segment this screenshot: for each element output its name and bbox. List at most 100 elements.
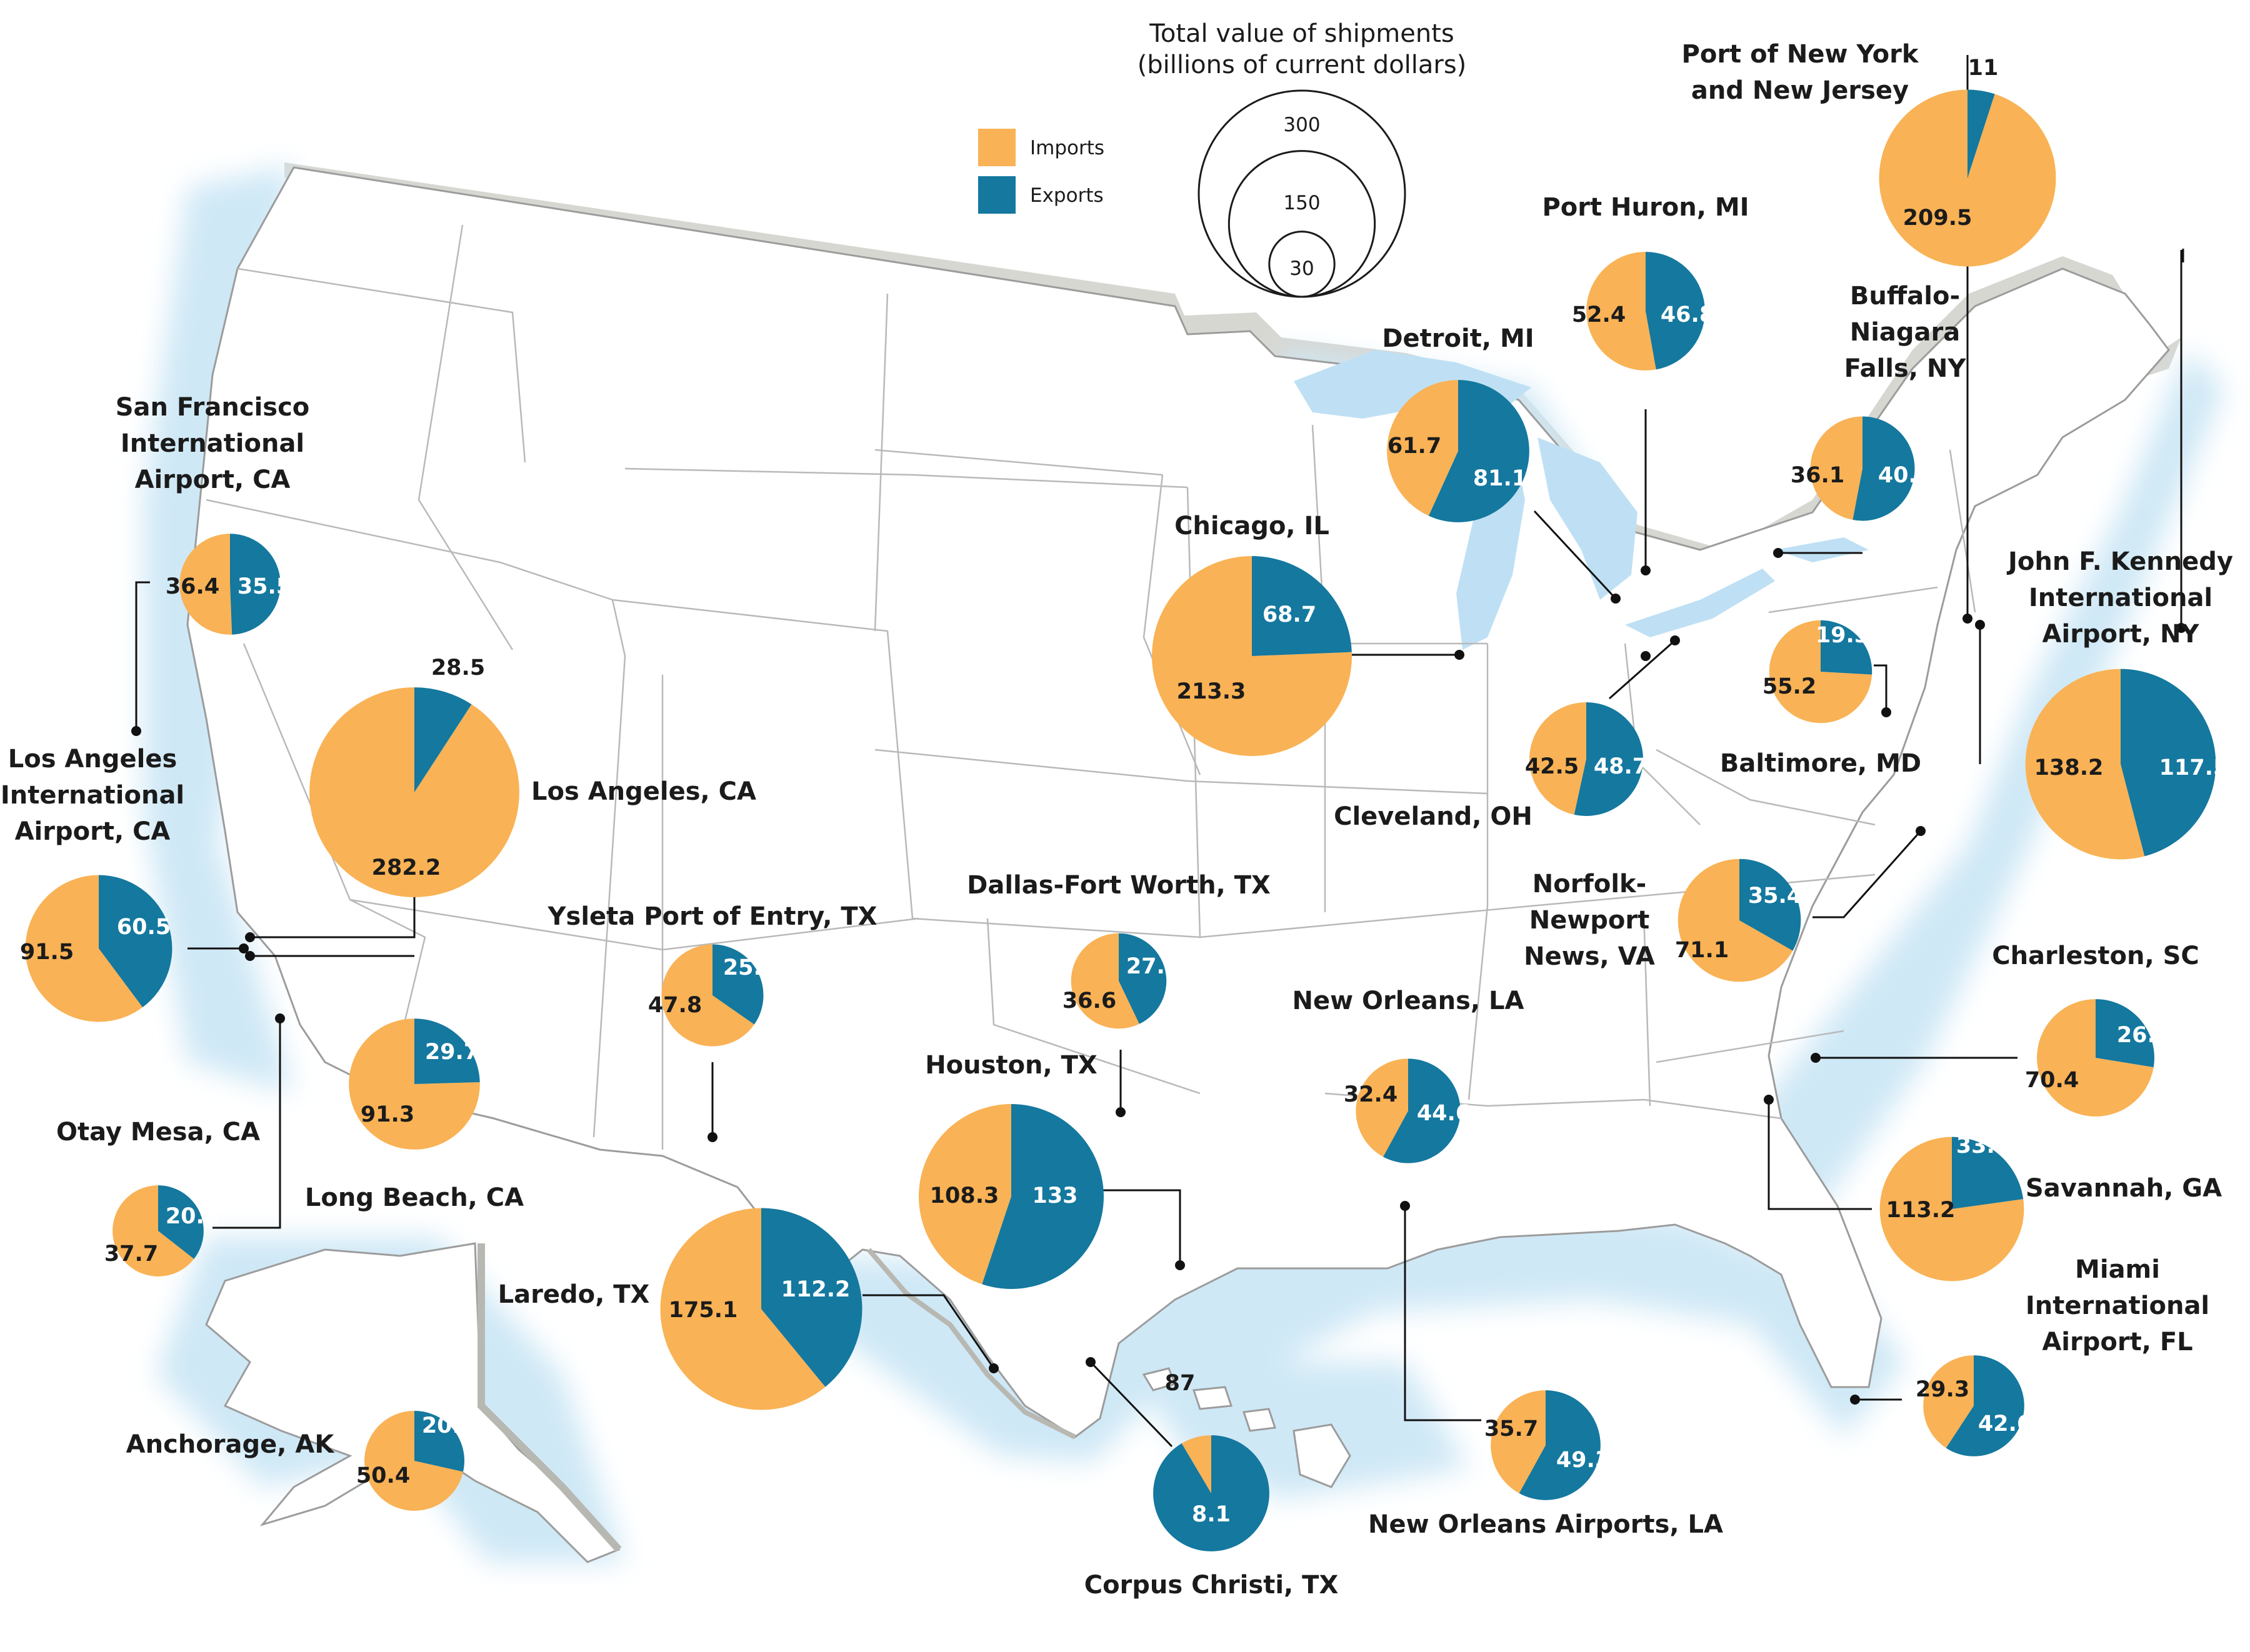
pie-norfolk: 71.1 35.4 Norfolk- Newport News, VA xyxy=(1524,858,1802,982)
pie-slice-exports xyxy=(2121,669,2216,857)
pie-value-exports: 68.7 xyxy=(1262,602,1316,627)
leader-line xyxy=(250,893,416,938)
pie-value-exports: 20.8 xyxy=(166,1204,219,1229)
gateway-label: Los Angeles xyxy=(8,745,178,774)
gateway-label: Corpus Christi, TX xyxy=(1084,1571,1339,1600)
gateway-label: Anchorage, AK xyxy=(126,1430,336,1459)
pie-slice-imports xyxy=(919,1104,1011,1285)
gateway-label: Long Beach, CA xyxy=(305,1183,524,1212)
leader-dot xyxy=(1086,1357,1096,1367)
lake-ontario xyxy=(1775,537,1869,562)
pie-value-exports: 26.8 xyxy=(2117,1023,2171,1048)
pie-miami: 29.3 42.6 Miami International Airport, FL xyxy=(1916,1255,2209,1456)
pie-slice-exports xyxy=(414,1018,480,1084)
gateway-label: Airport, NY xyxy=(2042,620,2200,649)
pie-lax: 91.5 60.5 Los Angeles International Airport,… xyxy=(1,745,184,1022)
leader-dot xyxy=(131,726,141,736)
legend-size-circle-30 xyxy=(1268,231,1336,298)
pie-value-imports: 61.7 xyxy=(1388,434,1441,459)
leader-dot xyxy=(1175,1260,1185,1270)
pie-value-exports: 112.2 xyxy=(781,1277,851,1302)
pie-slice-exports xyxy=(1252,556,1352,656)
pie-value-exports: 25.4 xyxy=(723,955,777,980)
pie-savannah: 113.2 33.4 Savannah, GA xyxy=(1879,1133,2222,1281)
pie-nynj: 209.5 11 Port of New York and New Jersey xyxy=(1682,40,2056,267)
pie-slice-imports xyxy=(661,944,754,1047)
pie-value-imports: 175.1 xyxy=(669,1298,738,1323)
pie-slice-exports xyxy=(414,1411,464,1472)
pie-slice-imports xyxy=(309,687,519,897)
leader-line xyxy=(1874,664,1888,712)
pie-value-imports: 37.7 xyxy=(104,1241,158,1266)
legend-size-label-300: 300 xyxy=(1283,114,1320,136)
pie-chicago: 213.3 68.7 Chicago, IL xyxy=(1152,512,1352,756)
gateway-label: San Francisco xyxy=(116,393,310,422)
pie-slice-imports xyxy=(112,1185,194,1276)
pie-value-exports: 81.1 xyxy=(1473,466,1527,491)
leader-dot xyxy=(1611,594,1621,604)
gateway-label: Port of New York xyxy=(1682,40,1919,69)
pie-value-exports: 28.5 xyxy=(431,655,485,680)
gateway-label: Detroit, MI xyxy=(1382,324,1534,353)
leader-line xyxy=(1404,1206,1481,1421)
pie-noairports: 35.7 49.3 New Orleans Airports, LA xyxy=(1368,1390,1723,1539)
leader-dot xyxy=(1400,1201,1410,1211)
pie-value-imports: 29.3 xyxy=(1916,1377,1969,1402)
pie-value-exports: 44.6 xyxy=(1417,1101,1471,1126)
pie-value-exports: 117.5 xyxy=(2159,755,2229,780)
pie-la: 282.2 28.5 Los Angeles, CA xyxy=(309,655,756,897)
leader-line xyxy=(1533,510,1617,600)
pie-slice-exports xyxy=(158,1185,204,1259)
pie-slice-exports xyxy=(99,875,172,1008)
leader-dot xyxy=(1641,565,1651,575)
pie-slice-imports xyxy=(1181,1435,1211,1493)
gateway-label: International xyxy=(121,429,304,458)
leader-line xyxy=(1768,1100,1872,1210)
leader-lines xyxy=(131,55,2186,1448)
pie-detroit: 61.7 81.1 Detroit, MI xyxy=(1382,324,1534,522)
pie-value-imports: 52.4 xyxy=(1572,302,1626,327)
pie-value-exports: 27.5 xyxy=(1126,954,1180,979)
pie-value-imports: 55.2 xyxy=(1762,674,1816,699)
pie-slice-exports xyxy=(1153,1435,1269,1551)
pie-value-exports: 19.3 xyxy=(1816,623,1869,648)
gateway-label: Ysleta Port of Entry, TX xyxy=(548,902,878,931)
gateway-label: Buffalo- xyxy=(1850,282,1960,311)
legend-imports-label: Imports xyxy=(1030,137,1104,159)
pie-slice-imports xyxy=(25,875,143,1022)
gateway-label: New Orleans Airports, LA xyxy=(1368,1510,1723,1539)
pie-slice-exports xyxy=(2096,999,2154,1068)
lake-huron xyxy=(1538,437,1638,600)
pie-longbeach: 91.3 29.7 Long Beach, CA xyxy=(305,1018,524,1212)
pie-slice-exports xyxy=(230,534,281,635)
gateway-label: and New Jersey xyxy=(1691,76,1909,105)
pie-slice-exports xyxy=(1519,1390,1601,1500)
leader-dot xyxy=(1850,1395,1860,1405)
pie-value-imports: 113.2 xyxy=(1886,1198,1956,1223)
pie-value-imports: 91.5 xyxy=(20,940,74,965)
pie-value-imports: 282.2 xyxy=(372,855,441,880)
pie-value-exports: 11 xyxy=(1968,56,1999,81)
pie-slice-exports xyxy=(1646,252,1705,370)
leader-line xyxy=(1089,1361,1173,1448)
pie-value-imports: 8.1 xyxy=(1192,1502,1231,1527)
legend-size-label-150: 150 xyxy=(1283,192,1320,214)
gateway-label: Cleveland, OH xyxy=(1334,802,1532,831)
leader-dot xyxy=(275,1013,285,1023)
gateway-label: International xyxy=(2029,584,2212,612)
pie-slice-imports xyxy=(2037,999,2154,1117)
pie-sfo: 36.4 35.5 San Francisco International Airpor… xyxy=(116,393,310,635)
pie-value-exports: 35.5 xyxy=(238,574,291,599)
gateway-label: Niagara xyxy=(1850,318,1961,347)
leader-dot xyxy=(1881,707,1891,717)
leader-dot xyxy=(1916,826,1926,836)
pie-laredo: 175.1 112.2 Laredo, TX xyxy=(498,1208,862,1410)
gateway-label: International xyxy=(2026,1291,2209,1320)
pie-slice-exports xyxy=(712,944,764,1025)
legend-exports-swatch xyxy=(978,176,1016,214)
gateway-label: Norfolk- xyxy=(1532,870,1646,898)
pie-value-imports: 36.6 xyxy=(1062,988,1116,1013)
leader-dot xyxy=(1773,548,1783,558)
